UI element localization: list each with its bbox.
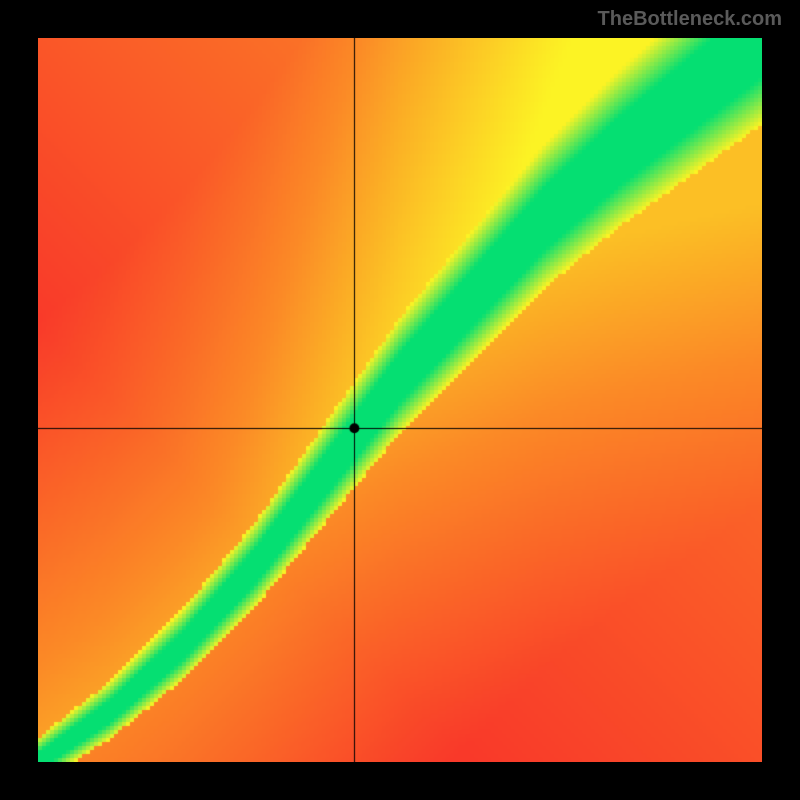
heatmap-plot	[38, 38, 762, 762]
chart-container: TheBottleneck.com	[0, 0, 800, 800]
watermark-text: TheBottleneck.com	[598, 8, 782, 31]
heatmap-canvas	[38, 38, 762, 762]
